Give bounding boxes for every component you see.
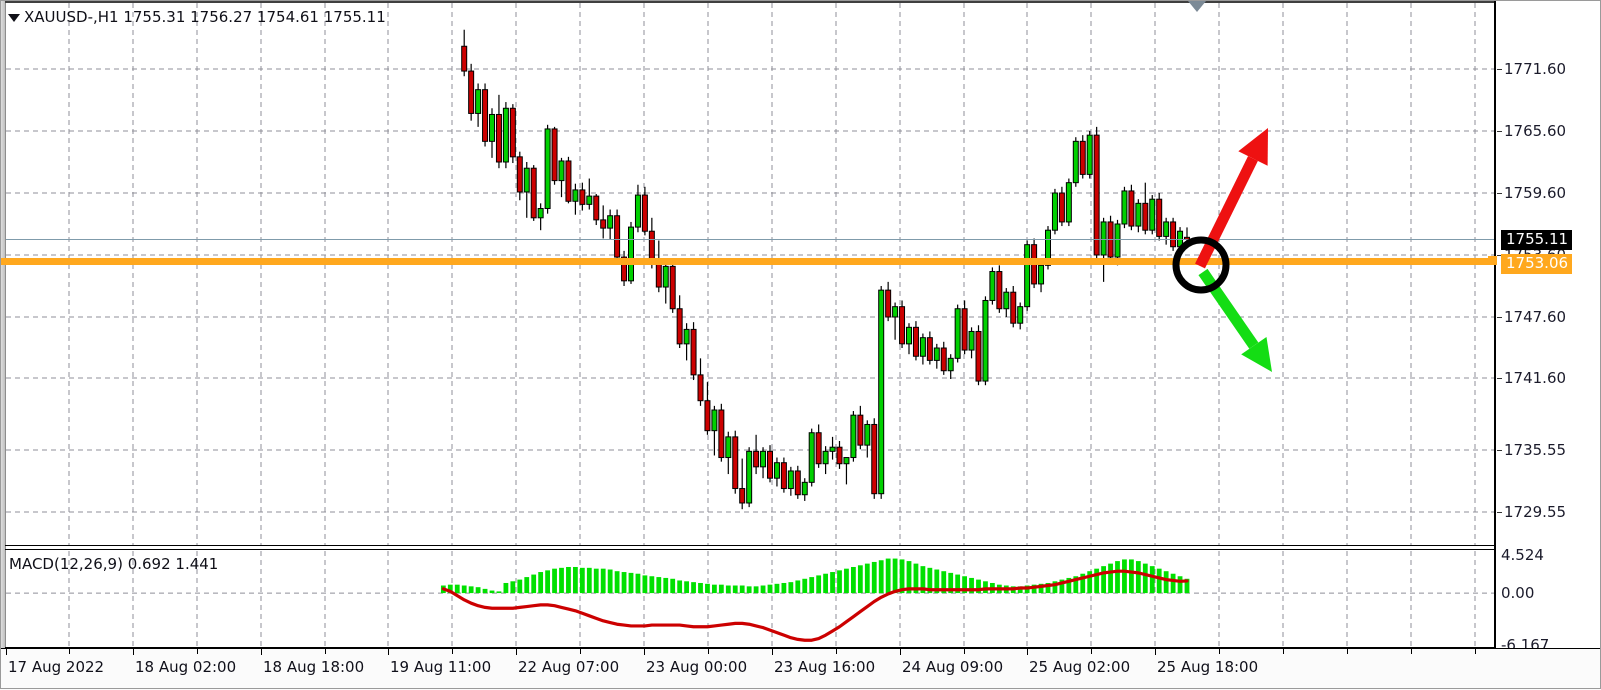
current-price-badge: 1755.11 [1501, 230, 1573, 250]
time-axis-minor-tick [261, 649, 262, 654]
macd-axis-label: 4.524 [1501, 546, 1544, 564]
time-axis-minor-tick [452, 649, 453, 654]
time-axis-label: 22 Aug 07:00 [518, 658, 620, 676]
time-axis-label: 17 Aug 2022 [8, 658, 105, 676]
time-axis-minor-tick [836, 649, 837, 654]
chart-bottom-border [5, 647, 1495, 648]
time-axis-minor-tick [644, 649, 645, 654]
price-axis-tick [1497, 193, 1502, 194]
time-axis-minor-tick [69, 649, 70, 654]
time-axis-minor-tick [1475, 649, 1476, 654]
macd-canvas [6, 551, 1494, 647]
price-axis-tick [1497, 255, 1502, 256]
time-axis-label: 23 Aug 00:00 [646, 658, 748, 676]
symbol-header: XAUUSD-,H1 1755.31 1756.27 1754.61 1755.… [24, 8, 386, 26]
price-axis-label: 1771.60 [1504, 60, 1567, 78]
triangle-down-icon[interactable] [8, 14, 20, 22]
price-axis-label: 1741.60 [1504, 369, 1567, 387]
time-axis-minor-tick [1091, 649, 1092, 654]
price-axis-label: 1729.55 [1504, 503, 1567, 521]
time-axis-minor-tick [580, 649, 581, 654]
left-scroll-rail[interactable] [0, 0, 6, 648]
time-axis[interactable]: 17 Aug 2022 18 Aug 02:00 18 Aug 18:00 19 Au… [0, 648, 1601, 690]
time-axis-minor-tick [1219, 649, 1220, 654]
price-axis-label: 1735.55 [1504, 441, 1567, 459]
level-price-badge[interactable]: 1753.06 [1501, 254, 1573, 274]
time-axis-minor-tick [388, 649, 389, 654]
price-axis-tick [1497, 69, 1502, 70]
time-axis-minor-tick [900, 649, 901, 654]
time-axis-label: 18 Aug 02:00 [135, 658, 237, 676]
time-axis-label: 25 Aug 02:00 [1029, 658, 1131, 676]
price-axis-label: 1765.60 [1504, 122, 1567, 140]
time-axis-label: 23 Aug 16:00 [774, 658, 876, 676]
price-axis-tick [1497, 131, 1502, 132]
time-axis-minor-tick [1155, 649, 1156, 654]
price-axis[interactable]: 1771.601765.601759.601753.601747.601741.… [1497, 0, 1601, 654]
time-axis-minor-tick [772, 649, 773, 654]
time-axis-tick [6, 649, 7, 655]
time-axis-minor-tick [516, 649, 517, 654]
macd-indicator-pane[interactable] [6, 551, 1494, 647]
time-axis-minor-tick [964, 649, 965, 654]
time-axis-minor-tick [1283, 649, 1284, 654]
price-axis-label: 1747.60 [1504, 308, 1567, 326]
pane-separator-top [5, 545, 1495, 546]
price-axis-tick [1497, 317, 1502, 318]
top-edge-band [5, 0, 1494, 3]
price-chart-pane[interactable] [6, 3, 1494, 545]
price-axis-label: 1759.60 [1504, 184, 1567, 202]
time-axis-label: 25 Aug 18:00 [1157, 658, 1259, 676]
price-axis-tick [1497, 512, 1502, 513]
time-axis-minor-tick [1411, 649, 1412, 654]
support-level-line[interactable] [0, 258, 1494, 265]
time-axis-minor-tick [325, 649, 326, 654]
pane-separator-bottom [5, 549, 1495, 550]
time-axis-minor-tick [708, 649, 709, 654]
time-axis-minor-tick [197, 649, 198, 654]
macd-axis-label: 0.00 [1501, 584, 1535, 603]
price-axis-tick [1497, 450, 1502, 451]
time-axis-minor-tick [133, 649, 134, 654]
level-line-handle[interactable] [1488, 256, 1497, 265]
time-axis-label: 18 Aug 18:00 [263, 658, 365, 676]
macd-header: MACD(12,26,9) 0.692 1.441 [9, 555, 219, 573]
marker-triangle-down-icon[interactable] [1188, 1, 1206, 12]
time-axis-label: 19 Aug 11:00 [390, 658, 492, 676]
price-axis-divider [1494, 0, 1496, 648]
time-axis-minor-tick [1027, 649, 1028, 654]
time-axis-minor-tick [1347, 649, 1348, 654]
price-axis-tick [1497, 378, 1502, 379]
time-axis-label: 24 Aug 09:00 [902, 658, 1004, 676]
bid-price-line [6, 239, 1494, 240]
